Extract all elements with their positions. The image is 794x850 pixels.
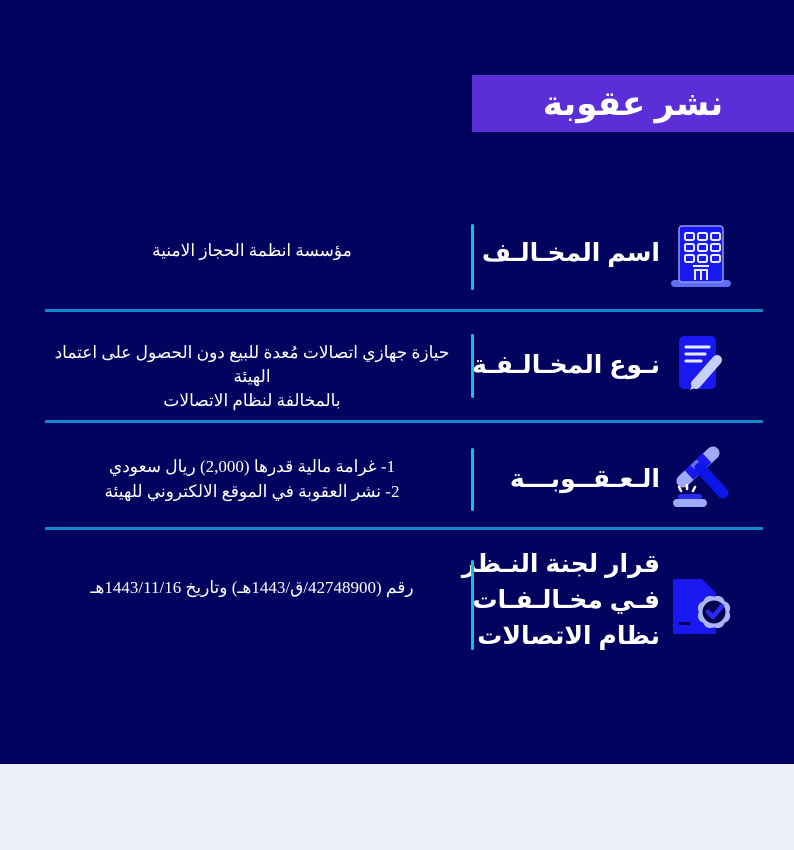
- horizontal-divider: [45, 309, 763, 312]
- horizontal-divider: [45, 420, 763, 423]
- row-content-penalty: 1- غرامة مالية قدرها (2,000) ريال سعودي 2…: [104, 457, 400, 501]
- banner-title: نشر عقوبة: [542, 84, 724, 123]
- approved-document-icon: [668, 572, 738, 642]
- row-content-violation-type: حيازة جهازي اتصالات مُعدة للبيع دون الحص…: [54, 343, 450, 410]
- row-content-committee-decision: رقم (42748900/ق/1443هـ) وتاريخ 1443/11/1…: [90, 578, 414, 597]
- row-label-violation-type: نـوع المخـالـفـة: [472, 351, 660, 379]
- building-icon: [666, 221, 736, 291]
- vertical-divider: [471, 224, 474, 290]
- vertical-divider: [471, 560, 474, 650]
- document-pen-icon: [666, 331, 736, 401]
- row-label-violator-name: اسم المخـالـف: [481, 239, 660, 267]
- row-content-violator-name: مؤسسة انظمة الحجاز الامنية: [152, 241, 352, 260]
- banner: نشر عقوبة: [472, 75, 794, 132]
- horizontal-divider: [45, 527, 763, 530]
- row-label-committee-decision: قرار لجنة النـظر فـي مخـالـفـات نظام الاتص…: [461, 550, 660, 650]
- footer: CST هيئة الاتصالات والفضاء والتقنية Comm…: [0, 764, 794, 850]
- vertical-divider: [471, 448, 474, 511]
- row-label-penalty: الـعـقــوبـــة: [509, 465, 660, 493]
- vertical-divider: [471, 334, 474, 398]
- gavel-icon: [666, 444, 736, 514]
